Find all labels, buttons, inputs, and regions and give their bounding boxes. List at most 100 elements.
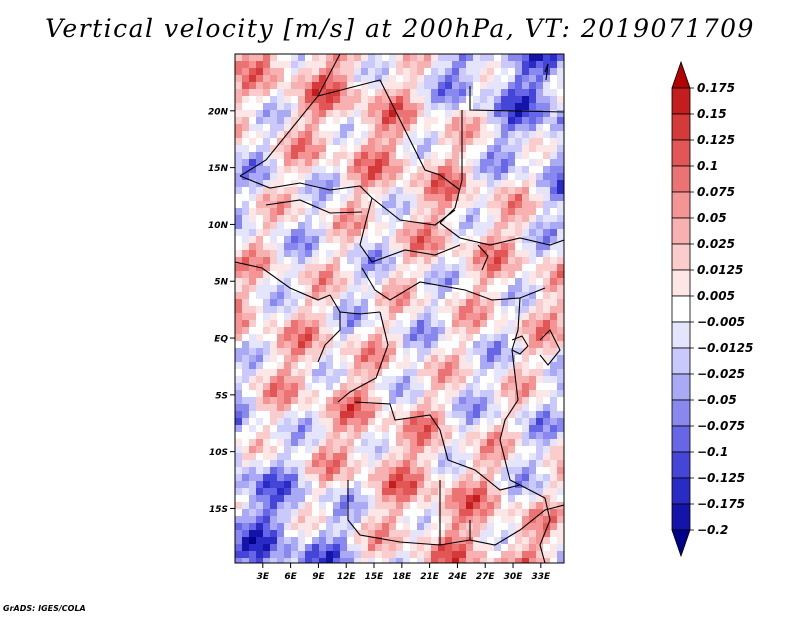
field-cell (403, 460, 411, 468)
field-cell (389, 432, 397, 440)
field-cell (347, 425, 355, 433)
field-cell (375, 523, 383, 531)
field-cell (270, 278, 278, 286)
field-cell (284, 425, 292, 433)
field-cell (249, 411, 257, 419)
field-cell (340, 306, 348, 314)
field-cell (347, 467, 355, 475)
field-cell (305, 180, 313, 188)
field-cell (333, 250, 341, 258)
field-cell (445, 68, 453, 76)
field-cell (375, 54, 383, 62)
field-cell (284, 558, 292, 563)
field-cell (445, 145, 453, 153)
field-cell (235, 54, 243, 62)
field-cell (438, 495, 446, 503)
field-cell (417, 474, 425, 482)
field-cell (235, 537, 243, 545)
field-cell (375, 131, 383, 139)
field-cell (417, 495, 425, 503)
field-cell (403, 446, 411, 454)
field-cell (403, 89, 411, 97)
field-cell (494, 390, 502, 398)
field-cell (424, 495, 432, 503)
field-cell (410, 383, 418, 391)
field-cell (368, 229, 376, 237)
field-cell (235, 222, 243, 230)
field-cell (312, 250, 320, 258)
field-cell (473, 404, 481, 412)
field-cell (515, 145, 523, 153)
colorbar-box (671, 165, 691, 193)
field-cell (459, 467, 467, 475)
field-cell (368, 159, 376, 167)
field-cell (249, 173, 257, 181)
field-cell (452, 362, 460, 370)
field-cell (515, 502, 523, 510)
field-cell (291, 516, 299, 524)
field-cell (452, 397, 460, 405)
field-cell (480, 488, 488, 496)
field-cell (340, 166, 348, 174)
field-cell (354, 453, 362, 461)
field-cell (284, 523, 292, 531)
field-cell (501, 502, 509, 510)
field-cell (508, 481, 516, 489)
field-cell (256, 299, 264, 307)
field-cell (466, 61, 474, 69)
field-cell (235, 131, 243, 139)
chart: 3E 6E 9E 12E 15E 18E 21E 24E 27E 30E 33E 20N15N10N… (208, 53, 753, 582)
field-cell (270, 173, 278, 181)
field-cell (452, 138, 460, 146)
field-cell (410, 103, 418, 111)
field-cell (249, 187, 257, 195)
field-cell (235, 243, 243, 251)
field-cell (438, 327, 446, 335)
field-cell (417, 390, 425, 398)
field-cell (410, 369, 418, 377)
field-cell (375, 173, 383, 181)
field-cell (361, 488, 369, 496)
field-cell (382, 369, 390, 377)
field-cell (557, 306, 564, 314)
field-cell (235, 418, 243, 426)
field-cell (536, 509, 544, 517)
field-cell (536, 390, 544, 398)
field-cell (494, 551, 502, 559)
field-cell (445, 474, 453, 482)
field-cell (410, 187, 418, 195)
field-cell (256, 117, 264, 125)
field-cell (410, 194, 418, 202)
field-cell (508, 299, 516, 307)
field-cell (305, 222, 313, 230)
field-cell (333, 453, 341, 461)
field-cell (249, 362, 257, 370)
field-cell (368, 306, 376, 314)
x-tick-label: 18E (392, 572, 412, 582)
field-cell (424, 481, 432, 489)
field-cell (438, 159, 446, 167)
field-cell (522, 222, 530, 230)
field-cell (417, 131, 425, 139)
field-cell (536, 96, 544, 104)
field-cell (298, 75, 306, 83)
field-cell (291, 131, 299, 139)
field-cell (501, 544, 509, 552)
field-cell (298, 418, 306, 426)
field-cell (354, 474, 362, 482)
field-cell (361, 439, 369, 447)
field-cell (522, 61, 530, 69)
field-cell (403, 537, 411, 545)
field-cell (256, 551, 264, 559)
field-cell (445, 439, 453, 447)
field-cell (529, 425, 537, 433)
field-cell (501, 243, 509, 251)
field-cell (550, 369, 558, 377)
field-cell (389, 369, 397, 377)
field-cell (333, 327, 341, 335)
field-cell (375, 285, 383, 293)
field-cell (312, 425, 320, 433)
field-cell (396, 208, 404, 216)
field-cell (326, 516, 334, 524)
field-cell (263, 278, 271, 286)
